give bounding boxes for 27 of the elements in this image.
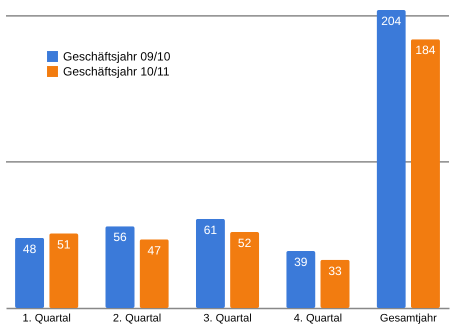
x-tick-label: 2. Quartal xyxy=(112,312,162,324)
bar xyxy=(320,260,350,308)
data-label: 47 xyxy=(148,243,162,258)
bar xyxy=(140,239,169,308)
bar xyxy=(410,39,440,308)
data-label: 48 xyxy=(22,242,37,256)
x-tick-label: 3. Quartal xyxy=(203,312,252,324)
data-label: 56 xyxy=(113,230,127,244)
bar xyxy=(230,232,260,308)
data-label: 184 xyxy=(415,43,436,58)
data-label: 52 xyxy=(238,236,252,250)
data-label: 51 xyxy=(57,238,71,252)
data-label: 39 xyxy=(294,255,308,270)
x-tick-label: Gesamtjahr xyxy=(380,312,438,324)
bar xyxy=(15,238,44,308)
bar xyxy=(105,226,135,308)
x-tick-label: 1. Quartal xyxy=(22,312,71,324)
legend-label: Geschäftsjahr 10/11 xyxy=(63,64,170,78)
x-tick-label: 4. Quartal xyxy=(294,312,342,324)
data-label: 204 xyxy=(381,14,402,28)
bar xyxy=(376,10,406,308)
bar xyxy=(196,218,225,308)
bar xyxy=(49,234,78,308)
data-label: 33 xyxy=(328,264,342,278)
legend-label: Geschäftsjahr 09/10 xyxy=(63,50,171,64)
data-label: 61 xyxy=(204,222,218,237)
bar xyxy=(286,251,316,308)
